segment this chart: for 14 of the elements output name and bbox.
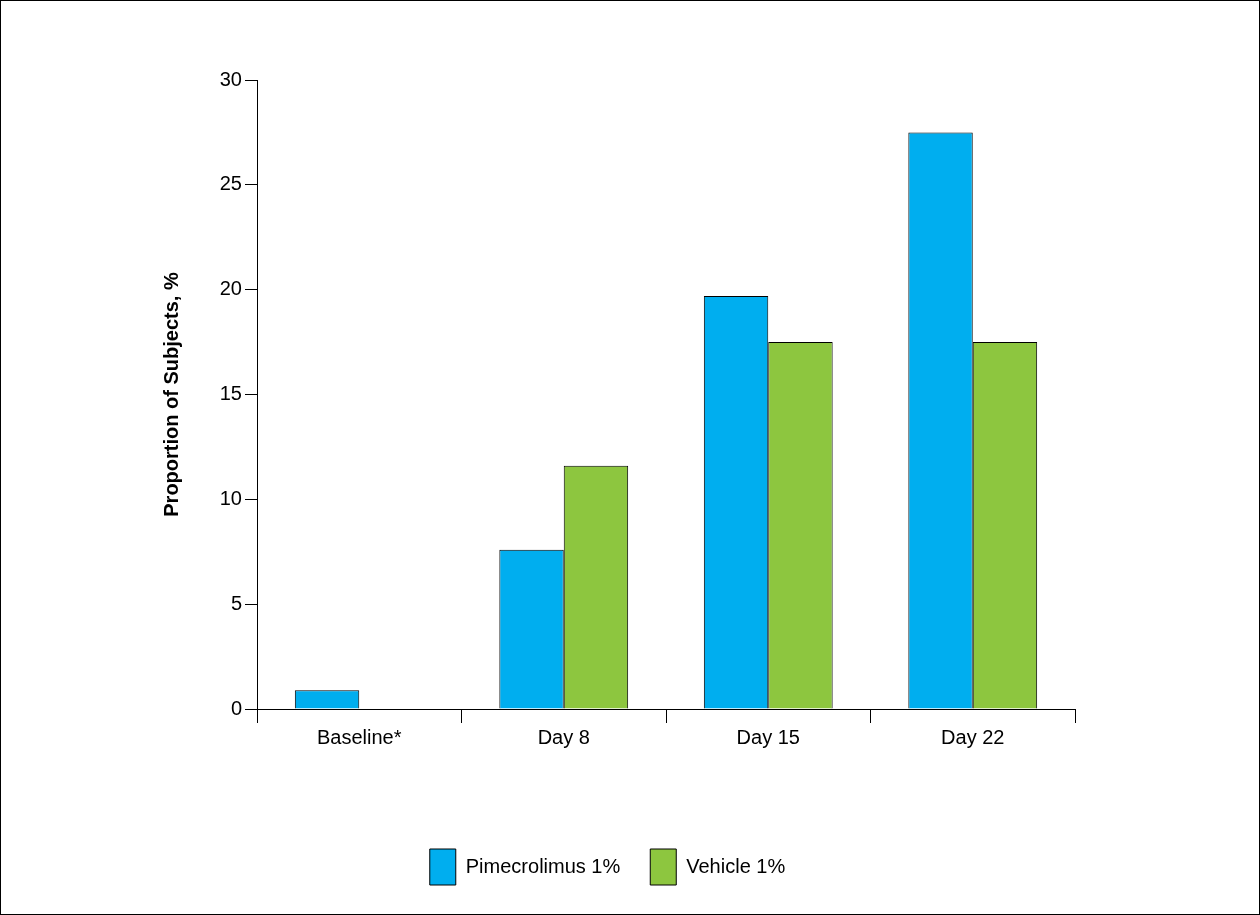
y-tick-label: 20 — [219, 277, 242, 300]
x-tick-label: Day 22 — [941, 725, 1005, 748]
y-axis-title: Proportion of Subjects, % — [159, 272, 182, 517]
legend-label: Pimecrolimus 1% — [465, 854, 621, 877]
y-tick-label: 15 — [219, 382, 242, 405]
x-tick-label: Day 8 — [537, 725, 590, 748]
legend-label: Vehicle 1% — [686, 854, 786, 877]
x-tick-label: Day 15 — [736, 725, 800, 748]
y-tick-label: 0 — [230, 696, 242, 719]
y-tick-label: 30 — [219, 67, 242, 90]
y-tick-label: 10 — [219, 486, 242, 509]
x-tick-label: Baseline* — [316, 725, 402, 748]
y-tick-label: 25 — [219, 172, 242, 195]
y-tick-label: 5 — [230, 591, 242, 614]
